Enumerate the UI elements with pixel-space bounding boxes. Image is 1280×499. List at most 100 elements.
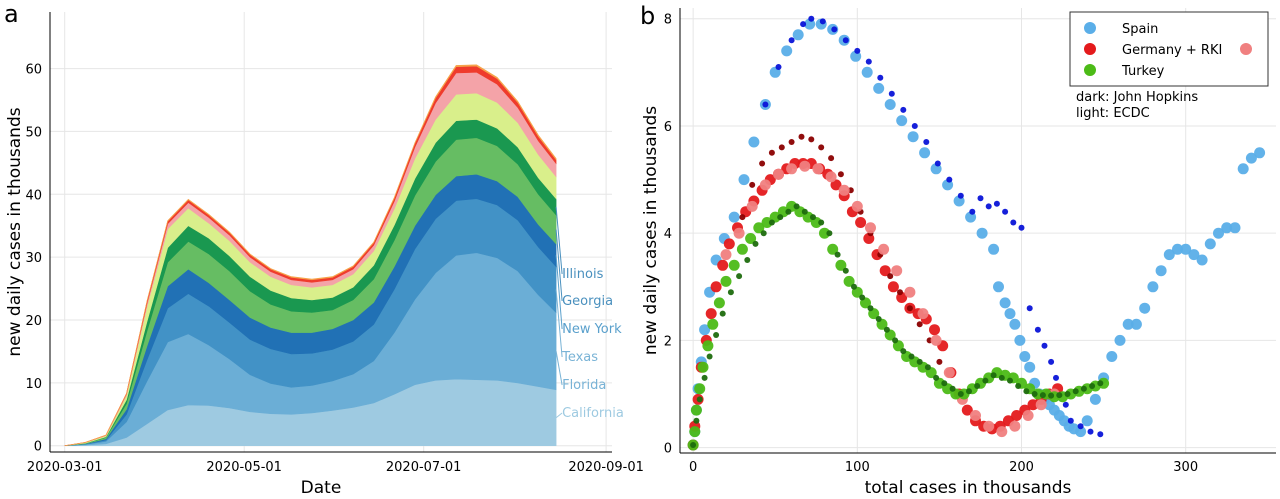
point-turkey-ecdc [713,297,725,309]
point-turkey-john-hopkins [998,374,1005,381]
point-spain-john-hopkins [1048,358,1055,365]
point-germany-rki-rki [970,410,981,421]
point-turkey-ecdc [720,275,732,287]
area-series-layer-9 [64,64,557,446]
point-turkey-ecdc [843,275,855,287]
point-turkey-john-hopkins [974,383,981,389]
point-spain-ecdc [1024,361,1036,373]
point-spain-ecdc [1155,265,1167,277]
point-spain-ecdc [1254,147,1266,159]
legend-marker-rki [1240,43,1252,55]
point-turkey-john-hopkins [777,214,784,221]
point-turkey-ecdc [745,233,757,244]
point-turkey-ecdc [753,222,765,234]
point-turkey-john-hopkins [851,283,857,290]
point-turkey-ecdc [690,404,702,416]
point-germany-rki-john-hopkins [759,160,766,167]
point-turkey-john-hopkins [924,364,931,371]
point-spain-ecdc [1009,318,1021,330]
legend-label-spain: Spain [1122,22,1158,37]
point-germany-rki-rki [917,308,929,320]
point-spain-john-hopkins [877,74,884,81]
point-spain-ecdc [1089,393,1101,405]
point-germany-rki-rki [799,160,811,172]
point-germany-rki-john-hopkins [808,136,815,143]
point-turkey-john-hopkins [760,230,767,237]
point-spain-ecdc [1014,334,1026,346]
point-turkey-ecdc [689,426,701,438]
point-spain-ecdc [748,136,760,148]
panel-a-y-tick-label: 60 [25,63,42,78]
point-germany-rki-rki [996,426,1008,438]
point-turkey-john-hopkins [859,294,866,301]
point-spain-john-hopkins [946,176,953,183]
point-germany-rki-ecdc [1027,399,1039,411]
panel-b-x-axis-label: total cases in thousands [865,478,1072,495]
point-turkey-john-hopkins [933,374,940,381]
point-turkey-ecdc [736,243,748,255]
state-label-leader [555,412,563,419]
point-germany-rki-john-hopkins [936,358,943,365]
state-label-texas: Texas [561,350,598,365]
point-turkey-ecdc [728,259,740,271]
panel-a-stacked-areas [64,64,557,446]
panel-a: 0 10 20 30 40 50 60 2020-03-01 2020-05-01 2020-07… [4,0,644,498]
point-turkey-john-hopkins [867,305,874,312]
point-turkey-john-hopkins [693,417,700,424]
panel-b-y-tick-label: 2 [664,334,672,349]
point-germany-rki-ecdc [705,308,717,320]
point-turkey-john-hopkins [908,353,915,360]
panel-b-x-tick-label: 0 [689,460,697,475]
point-turkey-john-hopkins [1048,392,1055,399]
panel-a-y-tick-label: 10 [25,377,42,392]
point-turkey-john-hopkins [957,391,964,397]
point-spain-john-hopkins [1018,224,1025,231]
panel-b-axes: 0 2 4 6 8 0 100 200 300 [664,8,1276,475]
point-spain-john-hopkins [775,64,782,70]
state-label-georgia: Georgia [562,294,613,309]
point-spain-ecdc [873,82,885,94]
point-turkey-john-hopkins [801,208,808,215]
panel-b-legend: Spain Germany + RKI Turkey dark: John Hopki… [1069,11,1269,121]
point-spain-ecdc [1130,318,1142,330]
point-turkey-john-hopkins [875,316,882,322]
point-germany-rki-john-hopkins [788,139,795,145]
point-germany-rki-rki [759,179,771,191]
point-spain-john-hopkins [854,47,861,54]
point-spain-john-hopkins [762,101,769,108]
state-label-leader [555,229,563,302]
legend-box [1069,11,1269,87]
point-spain-ecdc [1122,318,1134,330]
point-germany-rki-ecdc [717,259,729,271]
point-spain-ecdc [1114,334,1126,346]
point-spain-john-hopkins [969,208,976,215]
point-germany-rki-john-hopkins [768,149,775,156]
point-germany-rki-ecdc [961,404,973,416]
point-spain-ecdc [1172,243,1183,255]
point-spain-ecdc [1075,426,1087,438]
point-spain-john-hopkins [1053,374,1059,381]
panel-a-y-axis-label: new daily cases in thousands [5,107,25,356]
point-turkey-john-hopkins [1031,391,1038,397]
point-turkey-john-hopkins [719,310,726,317]
point-germany-rki-ecdc [929,324,940,336]
point-germany-rki-rki [1022,410,1034,421]
point-spain-ecdc [1106,351,1118,362]
point-spain-ecdc [988,243,1000,255]
point-turkey-john-hopkins [818,219,825,226]
point-spain-john-hopkins [888,90,895,97]
point-spain-john-hopkins [1034,326,1041,333]
point-spain-john-hopkins [788,37,795,44]
point-turkey-john-hopkins [916,358,923,365]
point-spain-ecdc [1213,227,1224,239]
point-spain-ecdc [976,227,988,239]
point-germany-rki-rki [1035,399,1047,411]
point-spain-ecdc [1229,222,1241,234]
point-germany-rki-john-hopkins [749,181,756,188]
panel-b-scatter-points [687,15,1266,451]
point-spain-john-hopkins [1087,428,1094,435]
panel-a-y-tick-label: 50 [25,125,42,140]
point-germany-rki-john-hopkins [897,289,903,296]
point-germany-rki-john-hopkins [837,171,844,178]
